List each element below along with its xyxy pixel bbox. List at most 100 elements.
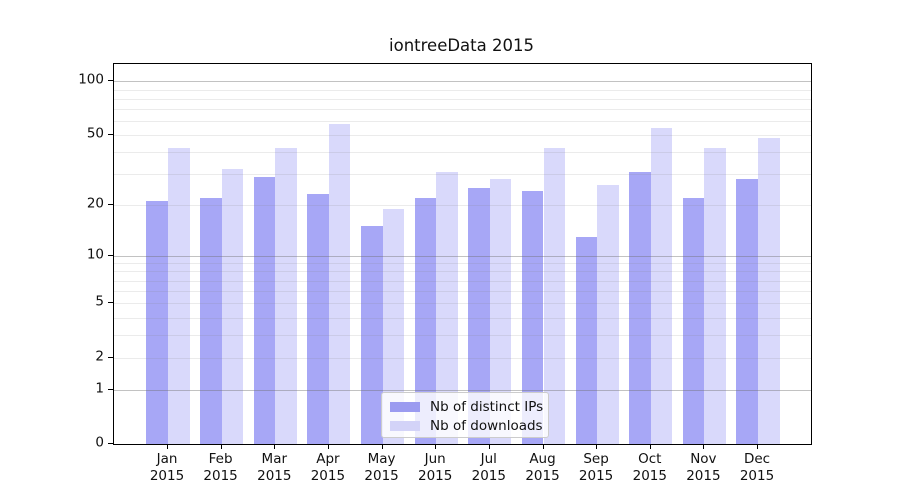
xtick-mark-apr [327,444,329,449]
bar-distinct-ips-oct [629,171,651,444]
ytick-mark-5 [108,302,113,304]
xtick-label-jul: Jul 2015 [457,451,521,485]
gridline-minor-9 [114,263,811,264]
bar-downloads-feb [221,169,244,444]
xtick-year: 2015 [686,468,721,484]
xtick-mark-aug [542,444,544,449]
ytick-label-0: 0 [95,434,104,451]
xtick-mark-dec [757,444,758,449]
bar-distinct-ips-dec [736,179,758,444]
xtick-year: 2015 [632,468,667,484]
xtick-year: 2015 [471,468,506,484]
ytick-mark-100 [108,80,113,82]
xtick-label-dec: Dec 2015 [725,451,789,485]
ytick-label-2: 2 [95,347,104,364]
ytick-mark-20 [108,203,113,205]
chart-title: iontreeData 2015 [389,36,534,55]
legend-row-downloads: Nb of downloads [390,417,543,435]
legend-label: Nb of distinct IPs [430,399,544,415]
xtick-year: 2015 [418,468,453,484]
ytick-label-50: 50 [86,125,104,142]
bar-downloads-sep [597,185,619,444]
bar-distinct-ips-nov [682,197,705,444]
gridline-minor-40 [114,152,811,154]
xtick-year: 2015 [310,468,346,484]
gridline-minor-60 [114,120,811,122]
xtick-mark-feb [220,444,222,449]
bar-distinct-ips-mar [253,176,276,444]
bar-downloads-jul [489,179,512,444]
xtick-month: Mar [261,451,288,467]
gridline-minor-7 [114,280,811,282]
xtick-month: Feb [208,451,233,467]
gridline-minor-5 [114,303,811,305]
gridline-minor-2 [114,357,811,359]
xtick-month: Jun [424,451,446,467]
gridline-minor-90 [114,89,811,91]
legend-row-distinct-ips: Nb of distinct IPs [390,398,544,416]
legend: Nb of distinct IPs Nb of downloads [381,392,549,438]
plot-area: Nb of distinct IPs Nb of downloads [113,63,812,445]
ytick-mark-2 [108,356,113,358]
xtick-month: Sep [583,451,609,467]
xtick-mark-mar [274,444,276,449]
bar-distinct-ips-jul [468,188,490,444]
legend-label: Nb of downloads [430,418,543,434]
ytick-mark-10 [108,254,113,256]
xtick-month: Dec [743,451,771,467]
gridline-major-100 [114,81,811,83]
gridline-minor-50 [114,135,811,136]
xtick-year: 2015 [739,468,775,484]
ytick-mark-0 [108,443,113,444]
xtick-month: May [367,451,396,467]
ytick-label-20: 20 [86,194,104,211]
xtick-mark-oct [649,444,651,449]
bar-downloads-oct [650,127,673,444]
bar-distinct-ips-aug [521,191,544,444]
bar-distinct-ips-jan [146,201,168,444]
bar-distinct-ips-jun [414,197,437,444]
bar-downloads-aug [543,148,566,444]
bar-downloads-mar [275,148,297,444]
xtick-mark-nov [703,444,705,449]
ytick-label-10: 10 [86,245,104,262]
xtick-month: Nov [690,451,717,467]
xtick-month: Aug [529,451,556,467]
xtick-year: 2015 [364,468,399,484]
bar-downloads-nov [704,148,726,444]
xtick-year: 2015 [149,468,185,484]
bar-distinct-ips-may [361,226,383,444]
bar-downloads-jun [436,171,458,444]
xtick-label-jan: Jan 2015 [135,451,199,485]
ytick-mark-50 [108,134,113,135]
xtick-month: Jan [156,451,178,467]
xtick-mark-jan [167,444,168,449]
xtick-label-jun: Jun 2015 [403,451,467,485]
gridline-minor-20 [114,204,811,206]
xtick-mark-sep [596,444,598,449]
gridline-minor-3 [114,335,811,337]
xtick-label-sep: Sep 2015 [564,451,628,485]
xtick-month: Jul [480,451,497,467]
ytick-label-1: 1 [95,379,104,396]
ytick-label-5: 5 [95,293,104,310]
bar-downloads-may [382,208,405,444]
xtick-mark-jun [435,444,437,449]
xtick-month: Oct [638,451,662,467]
xtick-label-may: May 2015 [350,451,414,485]
bar-downloads-jan [168,148,190,444]
bar-downloads-apr [328,123,351,444]
xtick-year: 2015 [203,468,238,484]
legend-swatch-distinct-ips [390,402,420,412]
bar-distinct-ips-feb [200,197,222,444]
ytick-label-100: 100 [78,71,104,88]
xtick-label-feb: Feb 2015 [189,451,253,485]
xtick-label-nov: Nov 2015 [671,451,735,485]
bar-downloads-dec [758,138,780,444]
ytick-mark-1 [108,388,113,390]
xtick-month: Apr [316,451,340,467]
xtick-label-aug: Aug 2015 [511,451,575,485]
xtick-year: 2015 [578,468,614,484]
gridline-minor-70 [114,109,811,110]
